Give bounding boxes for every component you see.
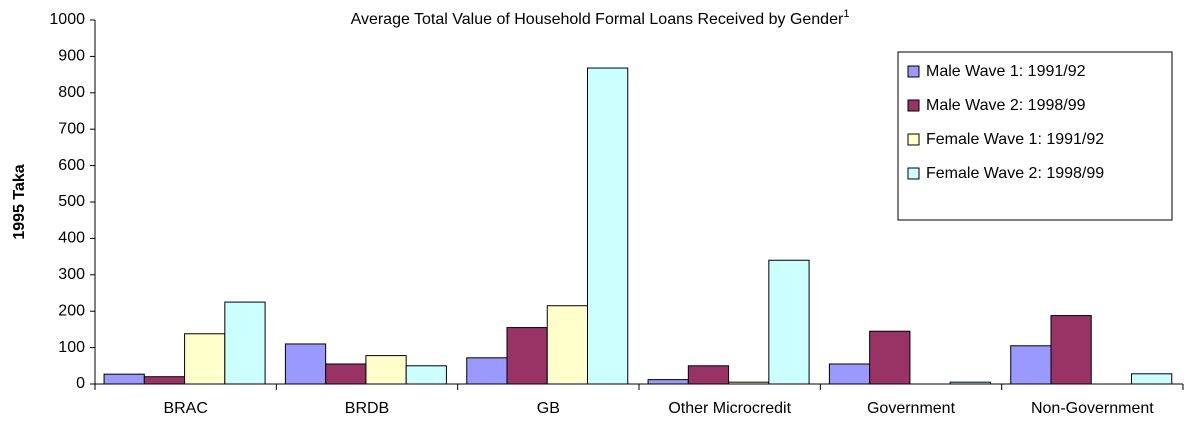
y-tick-label: 200 [58, 302, 85, 319]
bar [546, 305, 589, 385]
legend-label: Female Wave 1: 1991/92 [926, 131, 1104, 148]
y-tick-label: 600 [58, 157, 85, 174]
y-tick-label: 900 [58, 48, 85, 65]
bar [1050, 315, 1092, 385]
x-tick-label: BRDB [345, 400, 389, 417]
chart-title: Average Total Value of Household Formal … [351, 8, 850, 28]
legend-swatch [907, 167, 920, 180]
legend-label: Male Wave 2: 1998/99 [926, 97, 1086, 114]
y-tick-label: 800 [58, 84, 85, 101]
bar [1010, 345, 1052, 385]
bar [728, 381, 770, 385]
y-tick-label: 1000 [49, 11, 85, 28]
bar [224, 301, 266, 385]
bar [466, 357, 508, 385]
bar [587, 67, 629, 385]
y-axis-label: 1995 Taka [11, 164, 28, 239]
x-tick-label: Non-Government [1031, 400, 1154, 417]
bar [325, 363, 367, 385]
x-tick-label: GB [537, 400, 560, 417]
y-tick-label: 0 [76, 375, 85, 392]
bar [103, 373, 145, 385]
chart-title-text: Average Total Value of Household Formal … [351, 11, 844, 28]
bar [687, 365, 730, 385]
x-tick-label: Other Microcredit [668, 400, 791, 417]
bar [768, 259, 810, 385]
y-tick-label: 700 [58, 120, 85, 137]
bar [828, 363, 871, 385]
bar [647, 379, 689, 385]
y-tick-label: 100 [58, 339, 85, 356]
bar [506, 327, 548, 385]
legend-swatch [907, 99, 920, 112]
bar [143, 376, 186, 385]
legend-label: Female Wave 2: 1998/99 [926, 165, 1104, 182]
legend-swatch [907, 133, 920, 146]
x-tick-label: Government [867, 400, 956, 417]
legend-swatch [907, 65, 920, 78]
bar [869, 330, 911, 385]
title-note: 1 [843, 8, 849, 20]
bar [184, 333, 226, 385]
y-tick-label: 300 [58, 266, 85, 283]
y-tick-label: 400 [58, 230, 85, 247]
y-tick-label: 500 [58, 193, 85, 210]
legend-box [897, 51, 1173, 221]
bar [365, 355, 407, 385]
bar [284, 343, 327, 385]
bar [949, 381, 991, 385]
bar [1131, 373, 1173, 385]
bar [405, 365, 447, 385]
legend-label: Male Wave 1: 1991/92 [926, 63, 1086, 80]
x-tick-label: BRAC [163, 400, 207, 417]
